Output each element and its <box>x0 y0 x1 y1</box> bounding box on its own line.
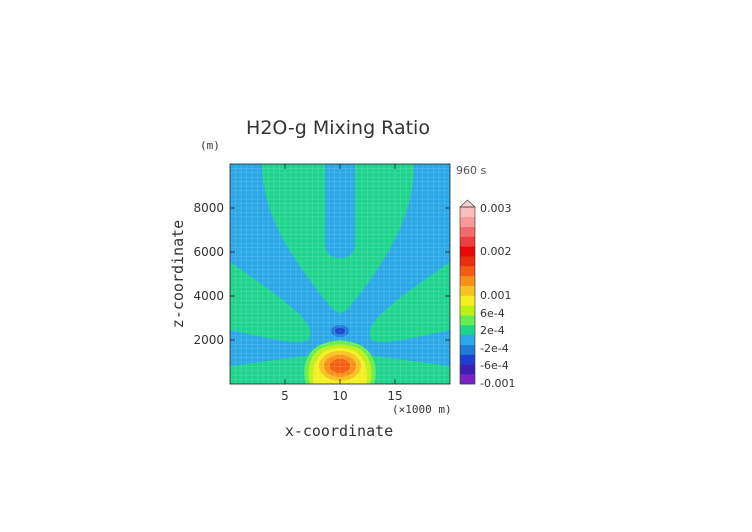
colorbar-segment <box>460 295 475 306</box>
x-tick-label: 15 <box>387 389 402 403</box>
y-axis: 2000 4000 6000 8000 <box>193 201 450 347</box>
colorbar-segment <box>460 256 475 267</box>
y-tick-label: 8000 <box>193 201 224 215</box>
colorbar-labels: 0.003 0.002 0.001 6e-4 2e-4 -2e-4 -6e-4 -0.001 <box>480 202 515 390</box>
colorbar-label: 6e-4 <box>480 307 505 320</box>
colorbar-segment <box>460 315 475 326</box>
x-axis: 5 10 15 <box>281 164 403 403</box>
colorbar-label: -6e-4 <box>480 359 509 372</box>
right-lobe-region <box>369 262 450 343</box>
y-tick-label: 4000 <box>193 289 224 303</box>
colorbar-segment <box>460 236 475 247</box>
grid-mesh <box>230 164 450 384</box>
colorbar-segment <box>460 334 475 345</box>
y-tick-label: 2000 <box>193 333 224 347</box>
colorbar-segment <box>460 344 475 355</box>
colorbar-label: 0.003 <box>480 202 512 215</box>
colorbar-segment <box>460 207 475 218</box>
x-axis-label: x-coordinate <box>285 422 393 440</box>
colorbar-top-arrow <box>459 199 476 208</box>
colorbar-label: -2e-4 <box>480 342 509 355</box>
negative-spot-inner <box>335 328 345 334</box>
time-label: 960 s <box>456 164 486 177</box>
colorbar-segment <box>460 285 475 296</box>
colorbar-label: 0.001 <box>480 289 512 302</box>
colorbar-label: -0.001 <box>480 377 515 390</box>
colorbar-segment <box>460 374 475 385</box>
colorbar-segment <box>460 305 475 316</box>
chart-title: H2O-g Mixing Ratio <box>246 117 430 139</box>
colorbar-label: 0.002 <box>480 245 512 258</box>
v-plume-region <box>262 164 414 313</box>
colorbar-segment <box>460 354 475 365</box>
colorbar-segment <box>460 246 475 257</box>
colorbar-segment <box>460 266 475 277</box>
colorbar <box>459 199 476 385</box>
x-unit-label: (×1000 m) <box>392 403 452 416</box>
colorbar-segment <box>460 275 475 286</box>
peak-contour-6 <box>330 359 350 373</box>
x-tick-label: 5 <box>281 389 289 403</box>
colorbar-segment <box>460 325 475 336</box>
y-tick-label: 6000 <box>193 245 224 259</box>
colorbar-label: 2e-4 <box>480 324 505 337</box>
contour-plot <box>230 164 450 384</box>
colorbar-frame <box>459 206 476 385</box>
colorbar-segment <box>460 226 475 237</box>
y-axis-label: z-coordinate <box>169 220 187 328</box>
colorbar-segment <box>460 364 475 375</box>
x-tick-label: 10 <box>332 389 347 403</box>
colorbar-segment <box>460 216 475 227</box>
left-lobe-region <box>230 262 311 343</box>
y-unit-label: (m) <box>200 139 220 152</box>
